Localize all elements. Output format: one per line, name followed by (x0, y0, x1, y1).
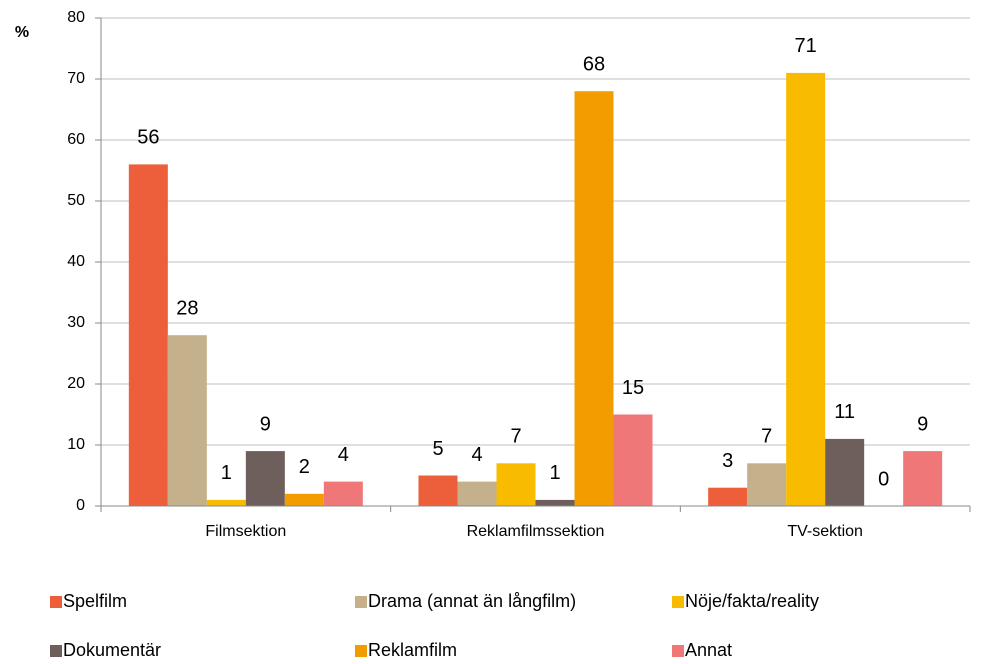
y-axis-label: % (15, 24, 29, 41)
legend-label: Reklamfilm (368, 640, 457, 659)
bar (747, 463, 787, 506)
value-label: 15 (622, 377, 644, 399)
value-label: 1 (549, 462, 560, 484)
value-label: 2 (299, 456, 310, 478)
legend-label: Spelfilm (63, 591, 127, 611)
bar (245, 451, 285, 506)
value-label: 1 (221, 462, 232, 484)
bar (418, 475, 458, 506)
legend-label: Nöje/fakta/reality (685, 591, 819, 611)
value-label: 7 (761, 426, 772, 448)
bar (128, 164, 168, 506)
value-label: 5 (432, 438, 443, 460)
value-label: 3 (722, 450, 733, 472)
legend-swatch (672, 596, 684, 608)
y-tick-label: 50 (67, 192, 85, 209)
y-tick-label: 60 (67, 131, 85, 148)
x-tick-label: Reklamfilmssektion (467, 523, 605, 540)
value-label: 0 (878, 468, 889, 490)
y-tick-label: 40 (67, 253, 85, 270)
bar (574, 91, 614, 506)
bar (786, 72, 826, 507)
bar (167, 335, 207, 506)
bar (613, 414, 653, 506)
value-label: 68 (583, 53, 605, 75)
legend-swatch (50, 645, 62, 657)
legend-swatch (355, 596, 367, 608)
bar (825, 438, 865, 506)
legend-swatch (50, 596, 62, 608)
legend-swatch (672, 645, 684, 657)
bar (284, 493, 324, 506)
value-label: 4 (471, 444, 482, 466)
bar (535, 499, 575, 506)
y-tick-label: 80 (67, 9, 85, 26)
legend-swatch (355, 645, 367, 657)
value-label: 11 (834, 401, 855, 423)
y-tick-label: 20 (67, 375, 85, 392)
x-tick-label: TV-sektion (787, 523, 863, 540)
legend-label: Annat (685, 640, 732, 659)
legend-label: Drama (annat än långfilm) (368, 591, 576, 611)
bar (457, 481, 497, 506)
value-label: 9 (260, 413, 271, 435)
bar (323, 481, 363, 506)
y-tick-label: 70 (67, 70, 85, 87)
value-label: 71 (795, 35, 817, 57)
legend-label: Dokumentär (63, 640, 161, 659)
y-tick-label: 10 (67, 436, 85, 453)
value-label: 28 (176, 297, 198, 319)
bar (206, 499, 246, 506)
value-label: 9 (917, 413, 928, 435)
x-tick-label: Filmsektion (205, 523, 286, 540)
y-tick-label: 30 (67, 314, 85, 331)
value-label: 4 (338, 444, 349, 466)
y-tick-label: 0 (76, 497, 85, 514)
bar (496, 463, 536, 506)
bar (708, 487, 748, 506)
value-label: 7 (510, 426, 521, 448)
bar (903, 451, 943, 506)
value-label: 56 (137, 127, 159, 149)
